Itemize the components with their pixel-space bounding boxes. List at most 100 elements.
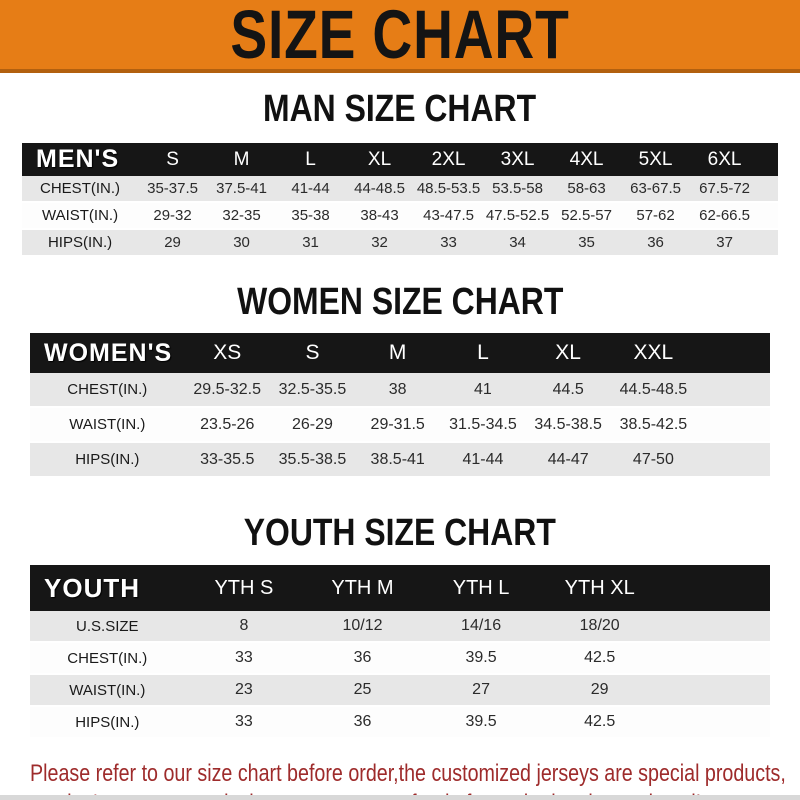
size-value: 58-63 (567, 180, 606, 197)
size-column-header: 5XL (621, 143, 691, 176)
size-value: 29-31.5 (370, 415, 425, 433)
row-label: HIPS(IN.) (75, 451, 140, 468)
size-column-header: XL (345, 143, 415, 176)
women-size-table: WOMEN'S XS S M L XL XXL CHEST(IN.) 29.5-32.5 32.5… (30, 333, 770, 478)
spacer-cell (659, 674, 770, 706)
size-value: 27 (472, 681, 490, 698)
bottom-divider (0, 795, 800, 800)
table-row: CHEST(IN.) 33 36 39.5 42.5 (30, 642, 770, 674)
row-label: CHEST(IN.) (40, 180, 121, 197)
spacer-cell (759, 176, 778, 202)
header-row: YOUTH YTH S YTH M YTH L YTH XL (30, 565, 770, 611)
size-value: 23 (234, 681, 253, 698)
size-value: 43-47.5 (423, 207, 474, 224)
row-label: CHEST(IN.) (67, 381, 148, 398)
size-column-header: M (207, 143, 277, 176)
size-value: 63-67.5 (630, 180, 681, 197)
table-row: HIPS(IN.) 33-35.5 35.5-38.5 38.5-41 41-44 44-… (30, 442, 770, 477)
size-value: 32-35 (222, 207, 261, 224)
size-value: 8 (239, 617, 249, 634)
men-size-table: MEN'S S M L XL 2XL 3XL 4XL 5XL 6XL CHEST(IN.) 35-37… (22, 143, 778, 257)
size-value: 44-47 (547, 450, 589, 468)
size-value: 37 (716, 234, 733, 251)
table-row: HIPS(IN.) 29 30 31 32 33 34 35 36 37 (22, 229, 778, 256)
header-row: MEN'S S M L XL 2XL 3XL 4XL 5XL 6XL (22, 143, 778, 176)
size-column-header: S (269, 333, 356, 373)
size-column-header: 6XL (690, 143, 760, 176)
men-corner-label: MEN'S (22, 143, 139, 176)
size-value: 14/16 (461, 617, 502, 634)
table-row: CHEST(IN.) 29.5-32.5 32.5-35.5 38 41 44.5 44.5… (30, 373, 770, 407)
size-value: 33 (234, 649, 253, 666)
size-column-header: L (440, 333, 526, 373)
header-row: WOMEN'S XS S M L XL XXL (30, 333, 770, 373)
row-label: WAIST(IN.) (69, 681, 146, 699)
size-value: 23.5-26 (200, 415, 255, 433)
women-size-chart-title: WOMEN SIZE CHART (236, 281, 564, 323)
size-value: 33-35.5 (200, 450, 255, 468)
size-column-header: 4XL (552, 143, 622, 176)
size-value: 42.5 (584, 649, 616, 666)
footer-line-1: Please refer to our size chart before or… (30, 760, 786, 787)
size-value: 44.5-48.5 (619, 380, 688, 398)
spacer-cell (696, 333, 770, 373)
size-value: 38.5-41 (370, 450, 425, 468)
size-value: 38 (388, 380, 407, 398)
spacer-cell (659, 611, 770, 642)
spacer-cell (659, 706, 770, 738)
women-size-table-container: WOMEN'S XS S M L XL XXL CHEST(IN.) 29.5-32.5 32.5… (30, 333, 770, 478)
size-column-header: XL (525, 333, 611, 373)
size-value: 32 (371, 234, 388, 251)
row-label: WAIST(IN.) (41, 207, 119, 224)
size-value: 37.5-41 (216, 180, 267, 197)
size-value: 31.5-34.5 (449, 415, 517, 433)
men-size-table-container: MEN'S S M L XL 2XL 3XL 4XL 5XL 6XL CHEST(IN.) 35-37… (22, 143, 778, 257)
section-youth: YOUTH SIZE CHART YOUTH YTH S YTH M YTH L YTH… (0, 514, 800, 739)
size-value: 26-29 (291, 415, 333, 433)
spacer-cell (659, 642, 770, 674)
row-label: U.S.SIZE (76, 617, 139, 635)
women-corner-label: WOMEN'S (30, 333, 185, 373)
table-row: HIPS(IN.) 33 36 39.5 42.5 (30, 706, 770, 738)
size-value: 36 (353, 649, 372, 666)
spacer-cell (696, 442, 770, 477)
table-row: WAIST(IN.) 23 25 27 29 (30, 674, 770, 706)
row-label: CHEST(IN.) (67, 649, 148, 667)
size-value: 34.5-38.5 (534, 415, 602, 433)
size-column-header: XS (184, 333, 270, 373)
spacer-cell (759, 202, 778, 229)
table-row: WAIST(IN.) 23.5-26 26-29 29-31.5 31.5-34.5 34… (30, 407, 770, 442)
size-value: 29 (164, 234, 181, 251)
size-value: 62-66.5 (699, 207, 751, 224)
size-value: 53.5-58 (492, 180, 543, 197)
section-women: WOMEN SIZE CHART WOMEN'S XS S M L XL XXL CHEST(… (0, 283, 800, 478)
size-column-header: YTH XL (540, 565, 659, 611)
size-column-header: S (138, 143, 208, 176)
row-label: WAIST(IN.) (69, 416, 146, 433)
size-value: 48.5-53.5 (416, 180, 481, 197)
size-value: 41-44 (291, 180, 330, 197)
size-column-header: L (276, 143, 346, 176)
size-value: 35 (578, 234, 595, 251)
spacer-cell (696, 373, 770, 407)
size-value: 41-44 (462, 450, 504, 468)
size-value: 67.5-72 (699, 180, 751, 197)
row-label: HIPS(IN.) (75, 713, 140, 731)
size-value: 38.5-42.5 (619, 415, 688, 433)
size-value: 10/12 (342, 617, 383, 634)
size-value: 52.5-57 (561, 207, 612, 224)
size-value: 57-62 (636, 207, 675, 224)
size-value: 44.5 (552, 380, 584, 398)
size-column-header: YTH M (303, 565, 422, 611)
size-value: 30 (233, 234, 250, 251)
size-value: 35-38 (291, 207, 330, 224)
size-value: 29.5-32.5 (193, 380, 262, 398)
size-value: 42.5 (584, 713, 616, 730)
size-value: 47-50 (632, 450, 674, 468)
size-value: 36 (647, 234, 664, 251)
man-size-chart-title: MAN SIZE CHART (263, 88, 537, 130)
size-column-header: M (355, 333, 441, 373)
size-value: 39.5 (465, 713, 497, 730)
youth-size-chart-title: YOUTH SIZE CHART (243, 512, 557, 554)
youth-size-table: YOUTH YTH S YTH M YTH L YTH XL U.S.SIZE 8 10/12… (30, 565, 770, 739)
